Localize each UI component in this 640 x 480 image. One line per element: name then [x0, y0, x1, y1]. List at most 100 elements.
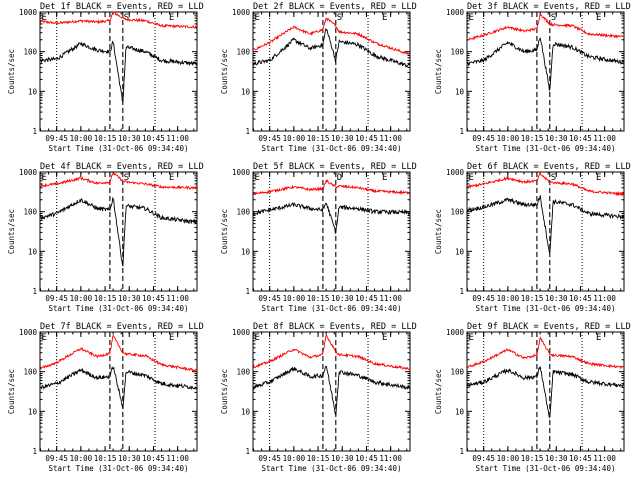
y-tick-label: 1000 — [446, 168, 465, 177]
region-marker: S — [124, 173, 129, 183]
region-marker: E — [596, 13, 601, 23]
y-tick-label: 10 — [455, 407, 465, 416]
x-tick-label: 10:15 — [521, 134, 544, 143]
x-axis-label: Start Time (31-Oct-06 09:34:40) — [476, 464, 616, 473]
plot-frame — [466, 331, 625, 452]
x-axis-label: Start Time (31-Oct-06 09:34:40) — [262, 464, 402, 473]
x-tick-label: 10:15 — [521, 294, 544, 303]
region-marker: E — [469, 173, 474, 183]
region-marker: E — [469, 333, 474, 343]
y-tick-label: 100 — [450, 48, 464, 57]
x-tick-label: 09:45 — [258, 454, 281, 463]
y-tick-label: 100 — [236, 208, 250, 217]
y-tick-label: 100 — [450, 208, 464, 217]
panel-title: Det 4f BLACK = Events, RED = LLD — [40, 162, 204, 172]
x-tick-label: 10:00 — [283, 134, 306, 143]
series-line-lld — [467, 13, 624, 41]
x-tick-label: 11:00 — [593, 454, 616, 463]
panel-title: Det 2f BLACK = Events, RED = LLD — [253, 2, 417, 12]
x-tick-label: 10:00 — [497, 454, 520, 463]
region-marker: E — [596, 173, 601, 183]
plot-frame — [252, 11, 411, 132]
y-axis-label: Counts/sec — [220, 49, 229, 94]
x-axis-label: Start Time (31-Oct-06 09:34:40) — [262, 144, 402, 153]
y-tick-label: 1 — [459, 287, 464, 296]
x-tick-label: 10:30 — [118, 294, 141, 303]
series-line-lld — [40, 11, 197, 29]
x-tick-label: 10:30 — [331, 294, 354, 303]
x-tick-label: 09:45 — [45, 454, 68, 463]
panel-det-3: Det 3f BLACK = Events, RED = LLD 1 10 100 10… — [434, 2, 631, 153]
x-tick-label: 10:45 — [569, 294, 592, 303]
y-tick-label: 1 — [245, 287, 250, 296]
region-marker: E — [42, 13, 47, 23]
series-line-lld — [253, 334, 410, 371]
x-tick-label: 11:00 — [166, 454, 189, 463]
y-tick-label: 1000 — [232, 8, 251, 17]
panel-title: Det 9f BLACK = Events, RED = LLD — [467, 322, 631, 332]
region-marker: E — [169, 333, 174, 343]
x-tick-label: 09:45 — [472, 294, 495, 303]
y-tick-label: 100 — [23, 48, 37, 57]
series-line-events — [40, 365, 197, 409]
plot-frame — [39, 331, 198, 452]
region-marker: S — [124, 13, 129, 23]
y-axis-label: Counts/sec — [434, 49, 443, 94]
y-axis-label: Counts/sec — [220, 209, 229, 254]
x-tick-label: 10:45 — [355, 454, 378, 463]
x-tick-label: 10:15 — [307, 294, 330, 303]
x-tick-label: 10:30 — [545, 294, 568, 303]
y-tick-label: 1 — [32, 447, 37, 456]
panel-det-2: Det 2f BLACK = Events, RED = LLD 1 10 100 10… — [220, 2, 417, 153]
panel-det-6: Det 6f BLACK = Events, RED = LLD 1 10 100 10… — [434, 162, 631, 313]
region-marker: E — [169, 13, 174, 23]
y-tick-label: 1000 — [446, 8, 465, 17]
y-tick-label: 100 — [236, 368, 250, 377]
panel-title: Det 6f BLACK = Events, RED = LLD — [467, 162, 631, 172]
x-tick-label: 11:00 — [166, 294, 189, 303]
region-marker: E — [596, 333, 601, 343]
x-tick-label: 10:45 — [355, 294, 378, 303]
region-marker: E — [255, 333, 260, 343]
x-tick-label: 10:30 — [331, 454, 354, 463]
y-tick-label: 10 — [28, 87, 38, 96]
region-marker: E — [255, 13, 260, 23]
series-line-events — [40, 196, 197, 267]
region-marker: E — [382, 173, 387, 183]
y-tick-label: 1 — [459, 127, 464, 136]
x-tick-label: 10:45 — [142, 134, 165, 143]
x-tick-label: 10:30 — [331, 134, 354, 143]
panel-det-8: Det 8f BLACK = Events, RED = LLD 1 10 100 10… — [220, 322, 417, 473]
y-axis-label: Counts/sec — [434, 209, 443, 254]
x-tick-label: 10:45 — [355, 134, 378, 143]
x-tick-label: 10:45 — [142, 454, 165, 463]
x-tick-label: 11:00 — [379, 454, 402, 463]
y-axis-label: Counts/sec — [7, 209, 16, 254]
panel-det-7: Det 7f BLACK = Events, RED = LLD 1 10 100 10… — [7, 322, 204, 473]
x-tick-label: 09:45 — [45, 294, 68, 303]
x-tick-label: 10:00 — [70, 134, 93, 143]
y-axis-label: Counts/sec — [7, 49, 16, 94]
x-tick-label: 10:00 — [283, 454, 306, 463]
panel-det-5: Det 5f BLACK = Events, RED = LLD 1 10 100 10… — [220, 162, 417, 313]
x-tick-label: 10:45 — [569, 454, 592, 463]
region-marker: E — [169, 173, 174, 183]
y-tick-label: 1 — [459, 447, 464, 456]
y-axis-label: Counts/sec — [434, 369, 443, 414]
panel-title: Det 8f BLACK = Events, RED = LLD — [253, 322, 417, 332]
region-marker: E — [42, 333, 47, 343]
x-tick-label: 10:45 — [142, 294, 165, 303]
x-tick-label: 10:15 — [521, 454, 544, 463]
x-tick-label: 10:00 — [70, 454, 93, 463]
x-tick-label: 10:15 — [94, 294, 117, 303]
x-tick-label: 10:30 — [545, 454, 568, 463]
region-marker: E — [469, 13, 474, 23]
region-marker: E — [255, 173, 260, 183]
panel-det-1: Det 1f BLACK = Events, RED = LLD 1 10 100 10… — [7, 2, 204, 153]
x-tick-label: 10:00 — [283, 294, 306, 303]
x-tick-label: 10:15 — [307, 134, 330, 143]
x-tick-label: 09:45 — [472, 454, 495, 463]
x-axis-label: Start Time (31-Oct-06 09:34:40) — [49, 464, 189, 473]
x-tick-label: 10:00 — [497, 294, 520, 303]
